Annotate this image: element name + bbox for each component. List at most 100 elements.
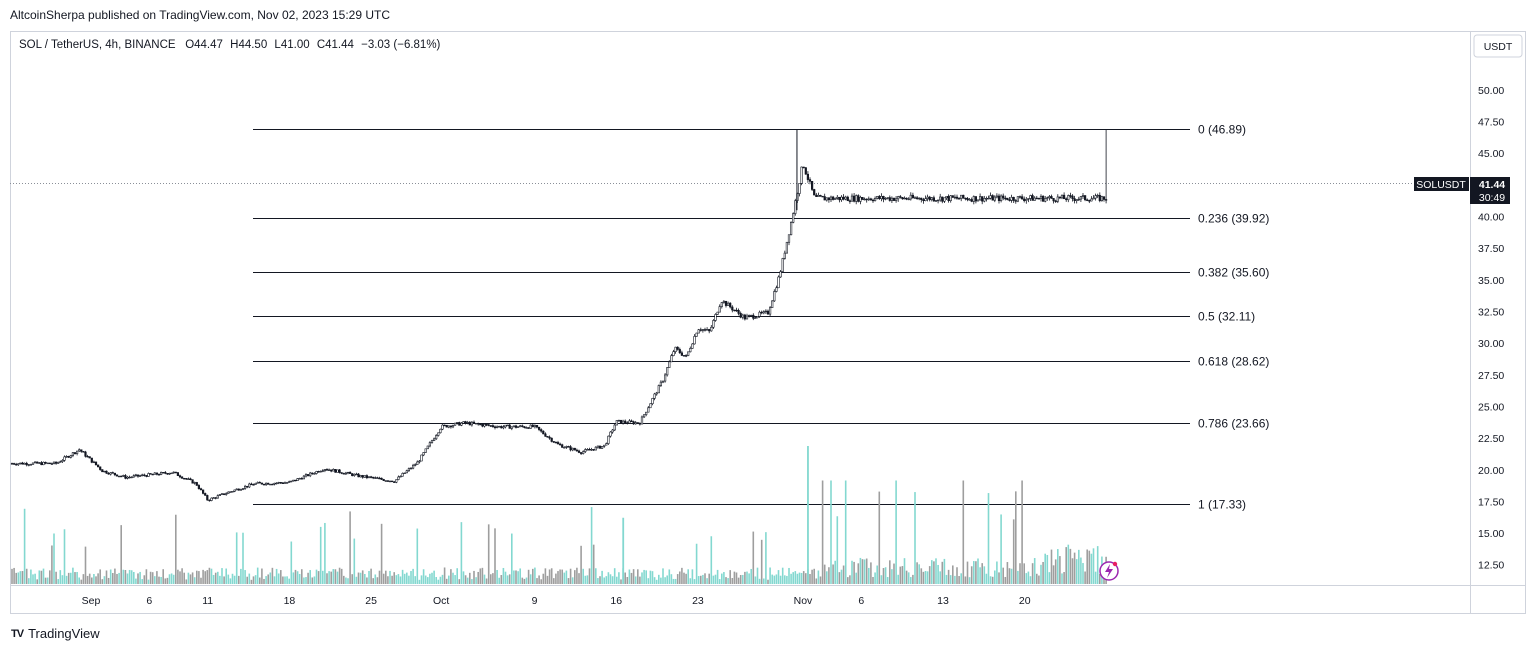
candle: [596, 445, 599, 449]
candle: [61, 459, 64, 464]
candle: [548, 435, 551, 440]
candle: [227, 491, 230, 494]
volume-bar: [645, 570, 647, 584]
volume-bar: [334, 569, 337, 584]
volume-bar: [164, 578, 167, 584]
candle: [353, 473, 356, 477]
volume-bar: [737, 577, 740, 584]
currency-button-bg: [1473, 34, 1523, 58]
volume-bar: [154, 576, 156, 584]
candle: [1079, 196, 1082, 203]
candle: [239, 488, 243, 491]
volume-bar: [939, 571, 941, 584]
x-tick-label: 20: [1019, 595, 1031, 607]
volume-bar: [422, 569, 425, 584]
candle: [181, 476, 184, 479]
volume-bar: [643, 569, 645, 584]
volume-bar: [658, 574, 660, 584]
candle: [928, 195, 931, 202]
candle: [124, 474, 127, 480]
volume-bar: [731, 578, 734, 584]
candle: [493, 425, 497, 430]
volume-bar: [189, 574, 192, 584]
candle: [155, 472, 159, 476]
volume-bar: [758, 578, 761, 584]
volume-bar: [576, 567, 578, 584]
candle: [500, 425, 503, 429]
volume-bar: [149, 571, 152, 584]
candle: [735, 307, 738, 312]
candle: [48, 462, 51, 465]
currency-button[interactable]: USDT: [1484, 41, 1513, 53]
candle: [647, 405, 650, 413]
candle: [223, 493, 226, 496]
volume-bar: [311, 577, 314, 584]
volume-bar: [170, 573, 173, 584]
volume-bar: [1036, 573, 1038, 584]
candle: [283, 481, 287, 484]
open-label: O: [185, 39, 195, 51]
volume-bar: [903, 558, 906, 584]
candle: [668, 360, 671, 368]
candle: [970, 197, 973, 203]
candle: [716, 311, 719, 315]
candle: [974, 196, 977, 204]
candle: [1016, 196, 1019, 203]
candle: [836, 195, 839, 200]
candle: [913, 196, 917, 199]
candle: [369, 475, 373, 479]
candle: [1002, 193, 1005, 201]
volume-bar: [137, 573, 139, 584]
volume-bar: [519, 568, 521, 584]
chart-frame[interactable]: [10, 31, 1526, 614]
fib-level-label: 1 (17.33): [1198, 498, 1246, 512]
candle: [745, 313, 749, 320]
candle: [346, 471, 350, 475]
volume-bar: [240, 568, 242, 584]
candle: [73, 452, 77, 455]
volume-bar: [1094, 571, 1097, 584]
candle: [510, 426, 513, 431]
candle: [273, 482, 276, 486]
volume-bar: [588, 568, 591, 584]
candle: [355, 472, 358, 476]
volume-bar: [945, 574, 948, 584]
volume-bar: [676, 574, 679, 584]
candle: [1037, 197, 1040, 200]
volume-bar: [546, 575, 549, 584]
candle: [575, 448, 578, 452]
candle: [453, 422, 457, 426]
candle: [684, 354, 688, 358]
volume-bar: [103, 576, 106, 584]
volume-bar: [282, 576, 284, 584]
candle: [31, 462, 35, 465]
candle: [449, 425, 453, 429]
volume-bar: [504, 571, 507, 584]
volume-bar: [618, 572, 620, 584]
candle: [821, 195, 824, 198]
candle: [199, 487, 203, 491]
volume-bar: [1092, 548, 1095, 584]
volume-bar: [674, 578, 677, 584]
volume-bar: [840, 569, 843, 584]
candle: [288, 480, 291, 483]
volume-bar: [571, 577, 574, 584]
footer-brand[interactable]: TV TradingView: [11, 626, 100, 641]
candle: [792, 212, 795, 224]
candle: [42, 461, 45, 466]
lightning-event-icon[interactable]: [1099, 561, 1119, 581]
candle: [439, 428, 442, 434]
candle: [69, 454, 72, 459]
fibonacci-retracement[interactable]: 0 (46.89) 0.236 (39.92) 0.382 (35.60) 0.5 (…: [253, 123, 1269, 512]
volume-bar: [235, 532, 238, 584]
candle: [762, 310, 765, 315]
volume-bar: [385, 570, 387, 584]
volume-bar: [252, 576, 255, 584]
volume-bar: [40, 570, 43, 584]
candle: [655, 391, 658, 396]
volume-bar: [685, 573, 687, 584]
volume-bar: [139, 571, 141, 584]
volume-bar: [254, 575, 257, 584]
volume-bar: [95, 576, 97, 584]
